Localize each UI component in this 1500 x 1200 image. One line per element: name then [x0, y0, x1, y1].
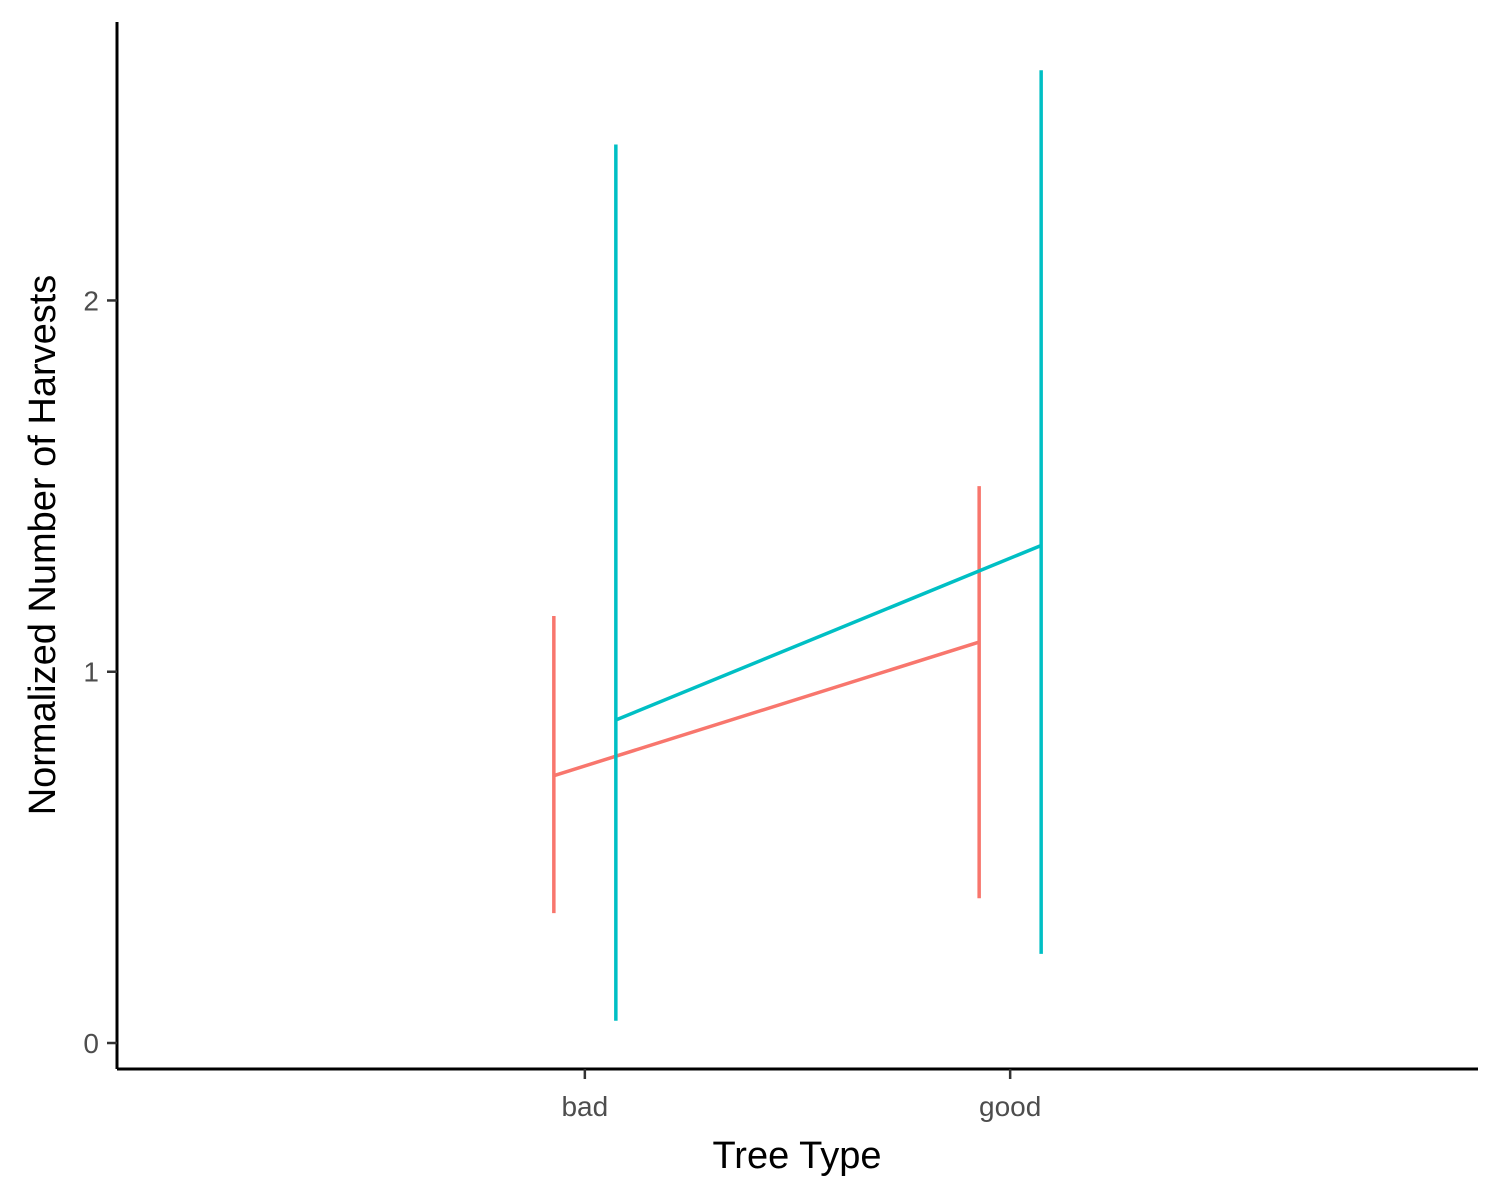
y-tick-label: 2 [83, 285, 99, 316]
series-1 [552, 486, 981, 914]
series-line [553, 640, 980, 778]
series-line [615, 543, 1042, 722]
y-tick-label: 0 [83, 1028, 99, 1059]
x-tick-label: bad [561, 1091, 608, 1122]
series-2 [614, 70, 1043, 1021]
y-tick-label: 1 [83, 657, 99, 688]
x-tick-label: good [979, 1091, 1041, 1122]
x-ticks: bad good [561, 1069, 1041, 1122]
marks-layer [552, 70, 1043, 1021]
y-axis-title: Normalized Number of Harvests [22, 275, 64, 816]
y-ticks: 0 1 2 [83, 285, 117, 1059]
x-axis-title: Tree Type [713, 1135, 882, 1177]
